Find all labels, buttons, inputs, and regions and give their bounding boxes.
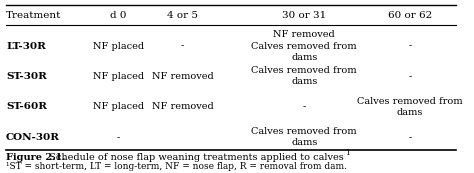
Text: -: - bbox=[117, 133, 120, 142]
Text: d 0: d 0 bbox=[110, 11, 127, 20]
Text: ST-30R: ST-30R bbox=[6, 72, 47, 81]
Text: NF removed
Calves removed from
dams: NF removed Calves removed from dams bbox=[251, 30, 357, 62]
Text: NF placed: NF placed bbox=[93, 102, 144, 111]
Text: -: - bbox=[408, 42, 411, 51]
Text: 60 or 62: 60 or 62 bbox=[388, 11, 432, 20]
Text: ST-60R: ST-60R bbox=[6, 102, 47, 111]
Text: -: - bbox=[181, 42, 184, 51]
Text: 4 or 5: 4 or 5 bbox=[167, 11, 198, 20]
Text: NF removed: NF removed bbox=[152, 102, 213, 111]
Text: 1: 1 bbox=[346, 149, 350, 157]
Text: Calves removed from
dams: Calves removed from dams bbox=[251, 127, 357, 147]
Text: LT-30R: LT-30R bbox=[6, 42, 46, 51]
Text: -: - bbox=[408, 133, 411, 142]
Text: Figure 2.1.: Figure 2.1. bbox=[6, 153, 65, 162]
Text: NF placed: NF placed bbox=[93, 72, 144, 81]
Text: 30 or 31: 30 or 31 bbox=[282, 11, 326, 20]
Text: Calves removed from
dams: Calves removed from dams bbox=[357, 97, 463, 117]
Text: -: - bbox=[408, 72, 411, 81]
Text: NF placed: NF placed bbox=[93, 42, 144, 51]
Text: CON-30R: CON-30R bbox=[6, 133, 60, 142]
Text: NF removed: NF removed bbox=[152, 72, 213, 81]
Text: Calves removed from
dams: Calves removed from dams bbox=[251, 66, 357, 86]
Text: Schedule of nose flap weaning treatments applied to calves: Schedule of nose flap weaning treatments… bbox=[46, 153, 344, 162]
Text: Treatment: Treatment bbox=[6, 11, 61, 20]
Text: -: - bbox=[302, 102, 306, 111]
Text: ¹ST = short-term, LT = long-term, NF = nose flap, R = removal from dam.: ¹ST = short-term, LT = long-term, NF = n… bbox=[6, 162, 347, 171]
